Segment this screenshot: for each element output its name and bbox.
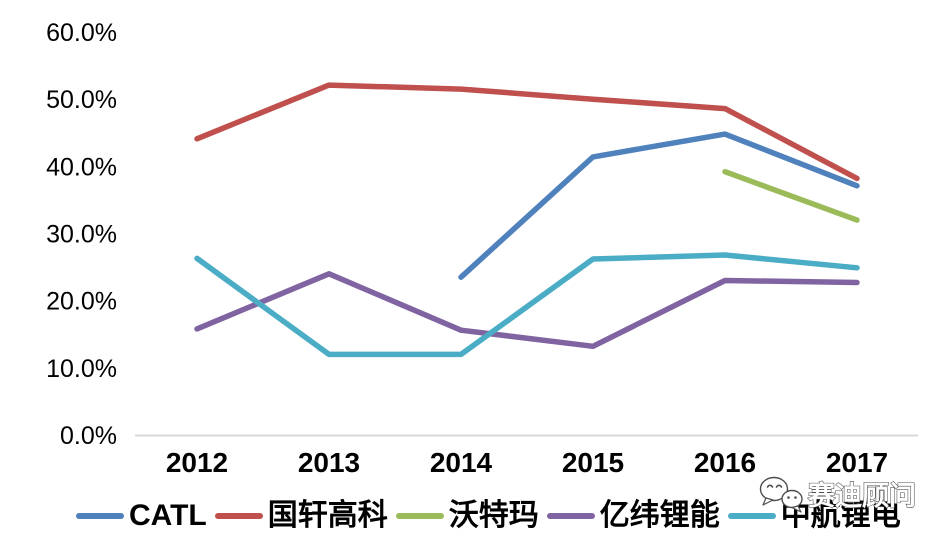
legend-label: 亿纬锂能 [599,499,720,532]
y-axis-tick-label: 10.0% [46,355,117,383]
legend-item-亿纬锂能: 亿纬锂能 [546,499,720,532]
legend-label: 沃特玛 [448,499,539,532]
legend-item-国轩高科: 国轩高科 [214,499,388,532]
x-axis-tick-label: 2015 [562,447,624,478]
series-line-亿纬锂能 [194,271,860,350]
legend-label: CATL [129,499,207,532]
x-axis-tick-label: 2014 [430,447,493,478]
legend-label: 中航锂电 [780,499,901,532]
legend-swatch [214,513,263,519]
x-axis-tick-label: 2017 [826,447,888,478]
y-axis-tick-label: 40.0% [46,153,117,181]
series-line-国轩高科 [194,82,860,182]
legend-swatch [546,513,595,519]
x-axis-tick-label: 2013 [298,447,360,478]
line-chart: 0.0% 10.0% 20.0% 30.0% 40.0% 50.0% 60.0% 2012 20… [46,19,918,478]
series-line-CATL [458,131,860,280]
y-axis-tick-label: 60.0% [46,19,117,47]
series-line-沃特玛 [722,168,860,223]
chart-legend: CATL 国轩高科 沃特玛 亿纬锂能 中航锂电 [0,496,934,536]
y-axis-tick-label: 0.0% [60,422,117,450]
x-axis-tick-label: 2012 [166,447,228,478]
y-axis-tick-label: 50.0% [46,86,117,114]
legend-swatch [727,513,776,519]
legend-item-CATL: CATL [76,501,207,531]
y-axis-tick-label: 30.0% [46,221,117,249]
legend-item-沃特玛: 沃特玛 [395,499,539,532]
legend-item-中航锂电: 中航锂电 [727,499,901,532]
legend-label: 国轩高科 [267,499,388,532]
series-line-中航锂电 [194,252,860,358]
legend-swatch [395,513,444,519]
legend-swatch [76,513,124,519]
y-axis-tick-label: 20.0% [46,288,117,316]
x-axis-tick-label: 2016 [694,447,756,478]
